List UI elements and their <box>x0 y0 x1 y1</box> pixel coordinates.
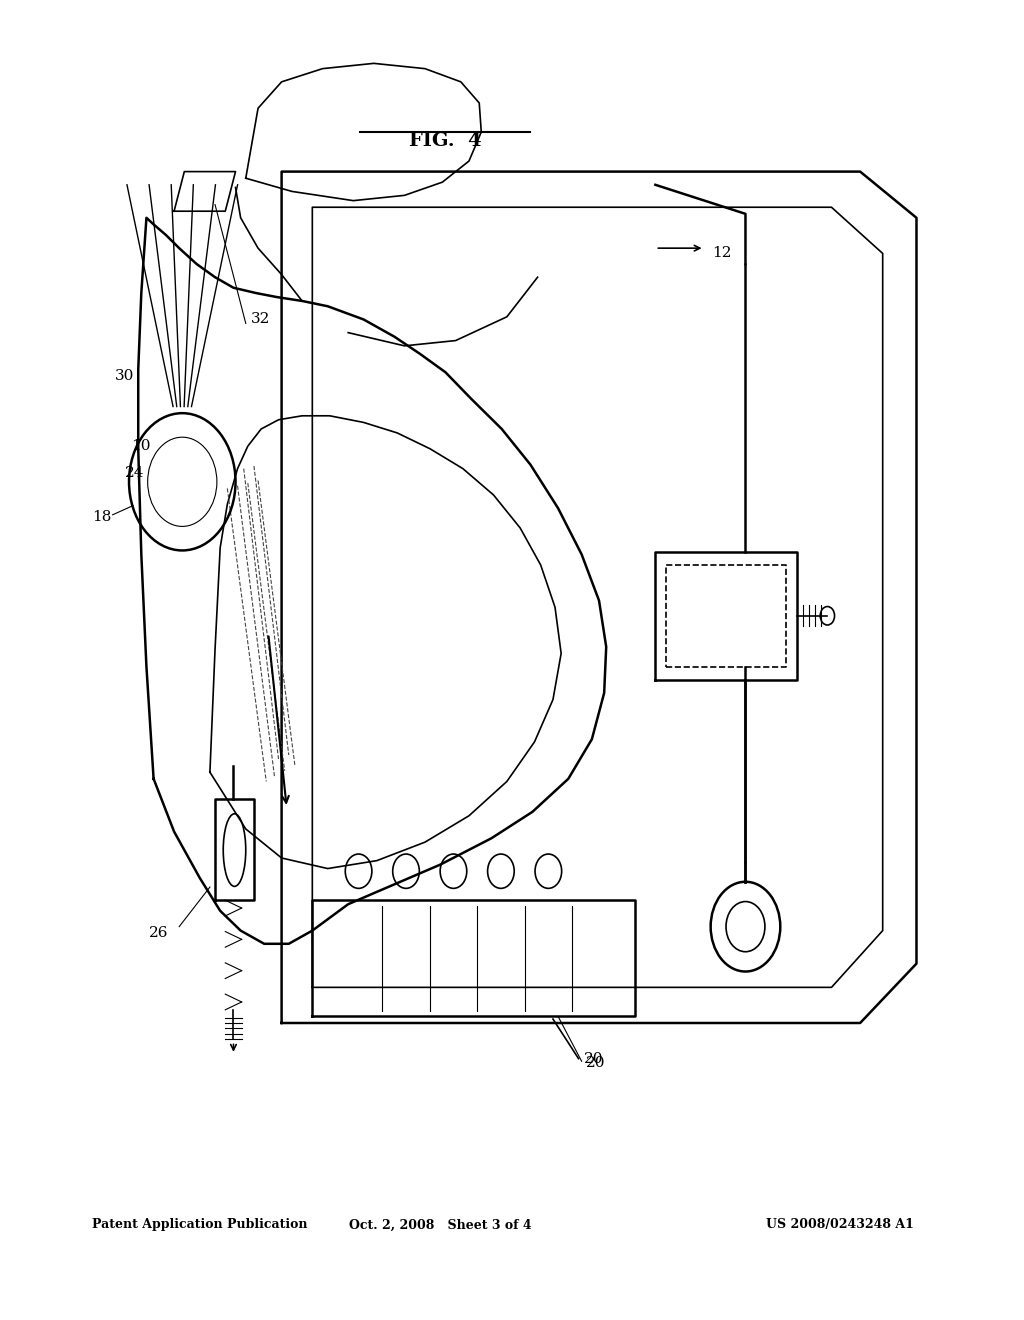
Text: 10: 10 <box>131 440 151 453</box>
Text: 20: 20 <box>586 1056 605 1069</box>
Text: 20: 20 <box>584 1052 603 1065</box>
Text: 26: 26 <box>148 927 168 940</box>
Text: 32: 32 <box>251 313 270 326</box>
Text: 24: 24 <box>125 466 144 479</box>
Text: 12: 12 <box>712 247 731 260</box>
Text: 30: 30 <box>115 370 134 383</box>
Text: FIG.  4: FIG. 4 <box>410 132 481 150</box>
Text: 18: 18 <box>92 511 112 524</box>
Text: US 2008/0243248 A1: US 2008/0243248 A1 <box>766 1218 913 1232</box>
Text: Oct. 2, 2008   Sheet 3 of 4: Oct. 2, 2008 Sheet 3 of 4 <box>349 1218 531 1232</box>
Text: Patent Application Publication: Patent Application Publication <box>92 1218 307 1232</box>
